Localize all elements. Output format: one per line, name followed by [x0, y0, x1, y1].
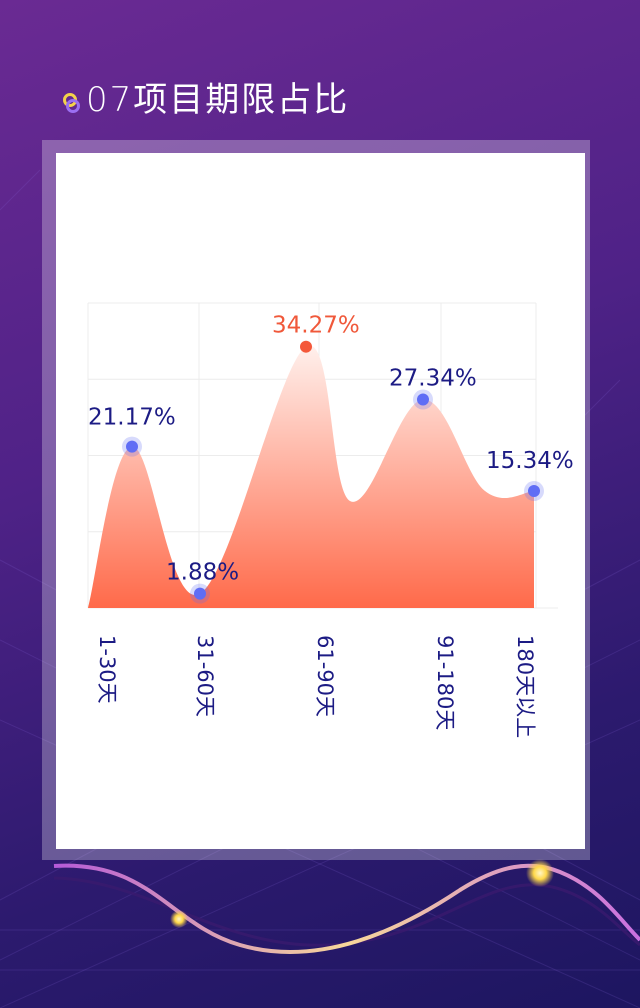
wave-line: [53, 863, 640, 954]
area-chart: 21.17% 1.88% 34.27% 27.34% 15.34% 1-30天 31-60…: [87, 302, 574, 738]
data-label-2: 34.27%: [272, 313, 360, 339]
x-tick-label-4: 180天以上: [513, 635, 537, 738]
data-label-0: 21.17%: [88, 405, 176, 431]
x-tick-label-2: 61-90天: [313, 635, 337, 717]
section-title: 07项目期限占比: [86, 79, 350, 120]
data-label-3: 27.34%: [389, 366, 477, 392]
data-label-4: 15.34%: [486, 448, 574, 474]
wave-shadow-line: [53, 876, 640, 947]
area-series: [88, 345, 534, 608]
data-label-1: 1.88%: [166, 560, 239, 586]
data-point-3: [417, 393, 429, 406]
glow-dot-large: [526, 859, 554, 887]
x-tick-label-0: 1-30天: [95, 635, 119, 704]
section-header: 07项目期限占比: [60, 72, 349, 120]
glow-dot-small: [170, 910, 188, 928]
x-tick-label-1: 31-60天: [193, 635, 217, 717]
data-point-1: [194, 587, 206, 600]
data-point-4: [528, 485, 540, 498]
data-point-2: [300, 340, 312, 353]
data-point-0: [126, 440, 138, 453]
chart-card: 21.17% 1.88% 34.27% 27.34% 15.34% 1-30天 31-60…: [56, 153, 585, 849]
rings-icon: [60, 79, 86, 113]
x-tick-label-3: 91-180天: [433, 635, 457, 730]
